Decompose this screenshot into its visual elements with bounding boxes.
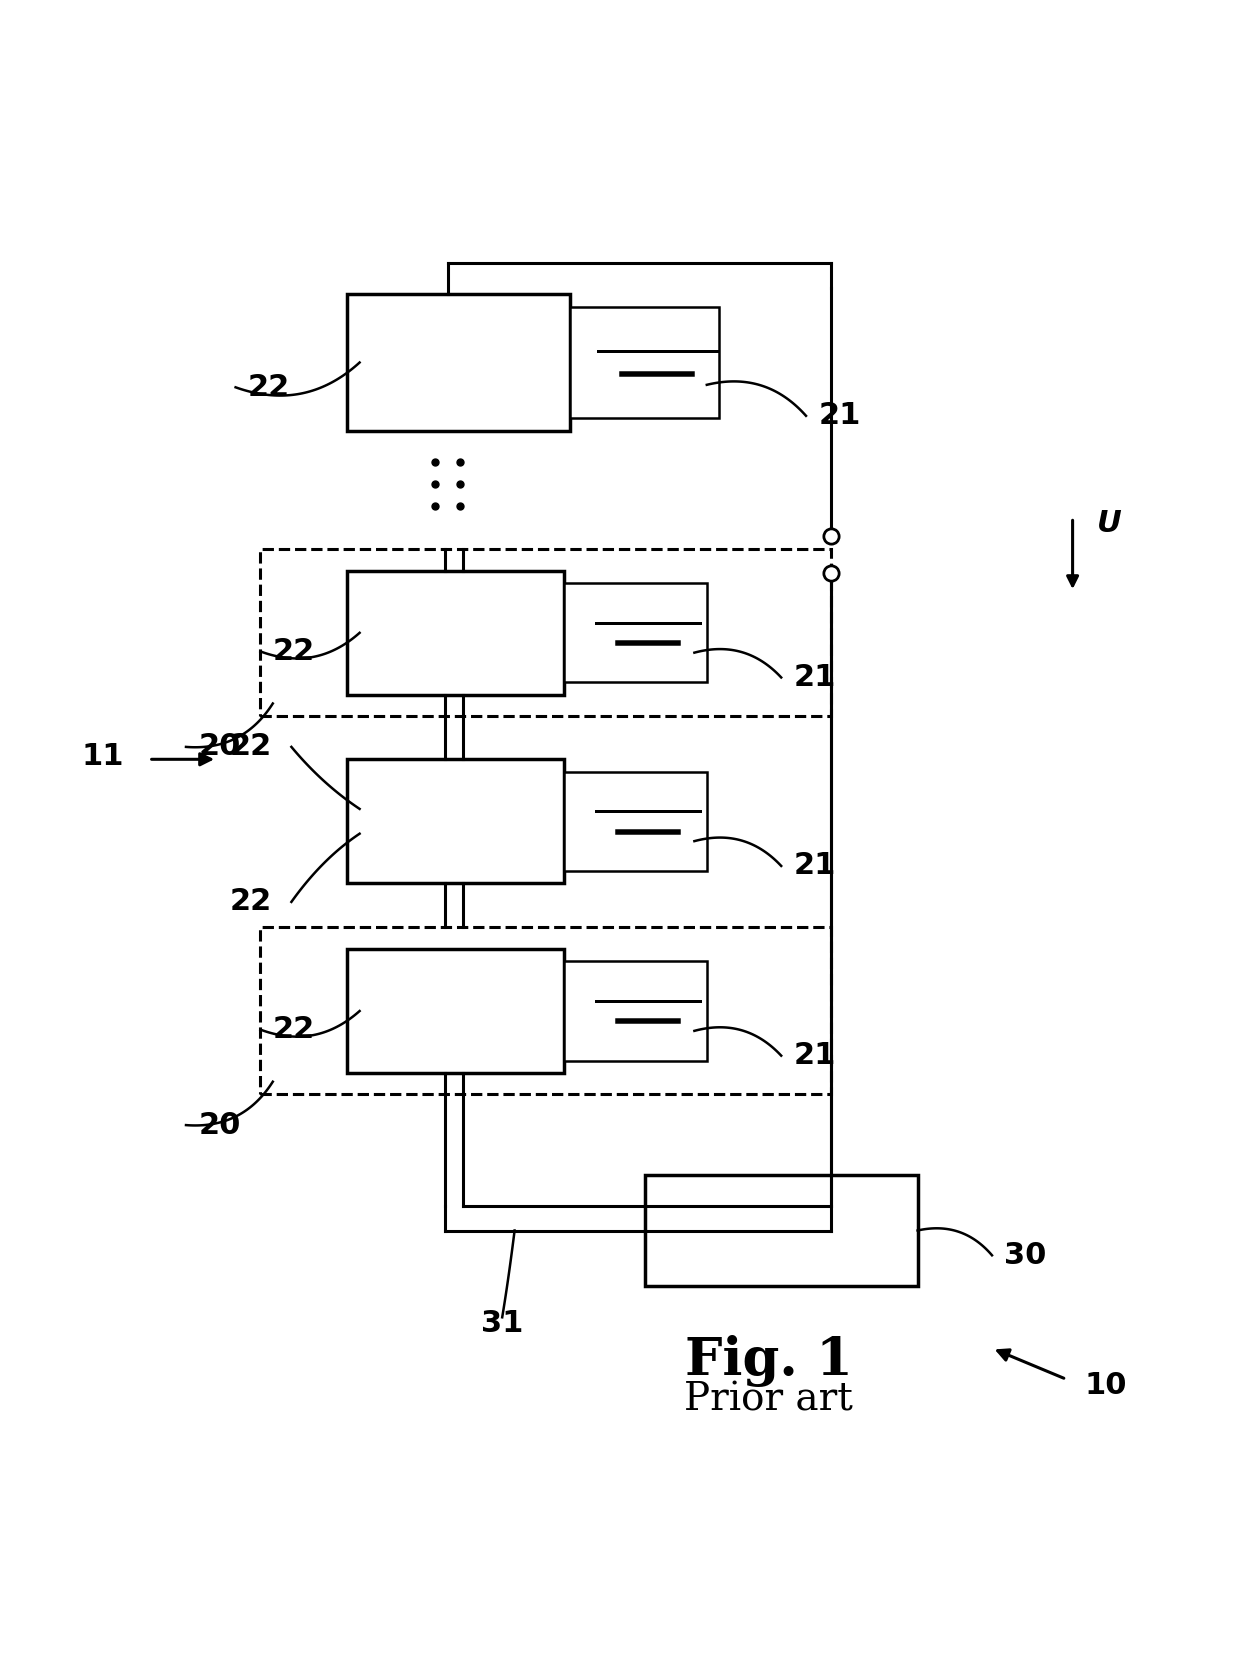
Bar: [564, 771, 707, 871]
Bar: [645, 1175, 918, 1286]
Bar: [347, 760, 564, 884]
Text: 30: 30: [1004, 1241, 1047, 1269]
Text: 21: 21: [794, 851, 836, 880]
Text: 22: 22: [229, 887, 272, 917]
Bar: [564, 583, 707, 682]
Bar: [347, 571, 564, 695]
Text: 22: 22: [273, 637, 315, 665]
Text: 10: 10: [1085, 1370, 1127, 1400]
Text: 31: 31: [481, 1309, 523, 1337]
Bar: [260, 548, 831, 717]
Text: 21: 21: [794, 664, 836, 692]
Text: 21: 21: [818, 401, 861, 430]
Text: 22: 22: [248, 372, 290, 402]
Text: 21: 21: [794, 1041, 836, 1071]
Bar: [570, 306, 719, 419]
Text: 22: 22: [229, 733, 272, 761]
Text: 22: 22: [273, 1015, 315, 1044]
Bar: [260, 927, 831, 1094]
Text: U: U: [1097, 510, 1122, 538]
Bar: [564, 962, 707, 1061]
Text: Fig. 1: Fig. 1: [684, 1334, 853, 1387]
Text: Prior art: Prior art: [684, 1382, 853, 1418]
Bar: [347, 948, 564, 1072]
Text: 20: 20: [198, 733, 241, 761]
Text: 11: 11: [82, 743, 124, 771]
Bar: [347, 295, 570, 430]
Text: 20: 20: [198, 1111, 241, 1140]
